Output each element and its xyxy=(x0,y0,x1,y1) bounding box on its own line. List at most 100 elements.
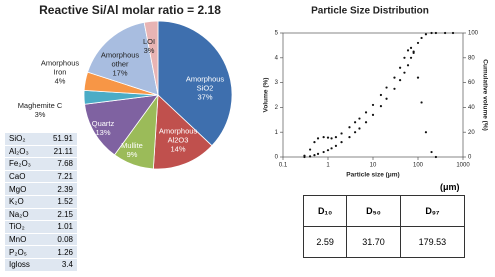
data-point xyxy=(303,155,306,159)
slice-name: Amorphous SiO2 xyxy=(185,74,225,93)
data-point xyxy=(412,50,415,53)
data-point xyxy=(358,127,361,130)
slice-name: Mullite xyxy=(121,141,143,150)
data-point xyxy=(313,141,316,144)
oxide-value: 3.4 xyxy=(42,258,77,272)
slice-percent: 37% xyxy=(197,92,213,102)
slice-label: LOI 3% xyxy=(134,37,164,55)
data-point xyxy=(434,31,438,35)
d-value: 2.59 xyxy=(302,226,348,258)
x-tick-label: 10 xyxy=(370,163,377,169)
slice-percent: 14% xyxy=(170,144,186,154)
data-point xyxy=(353,121,357,124)
y2-axis-label: Cumulative volume (%) xyxy=(481,59,488,131)
data-point xyxy=(340,141,343,144)
data-point xyxy=(430,31,433,35)
y-tick-label: 4 xyxy=(275,55,279,61)
oxide-row: TiO₂ 1.01 xyxy=(5,220,77,234)
data-point xyxy=(316,152,320,155)
oxide-row: MgO 2.39 xyxy=(5,182,77,196)
d-header: D₁₀ xyxy=(302,195,348,227)
data-point xyxy=(430,150,433,154)
plot-frame xyxy=(282,32,464,158)
slice-name: Amorphous other xyxy=(100,50,140,69)
oxide-row: Na₂O 2.15 xyxy=(5,208,77,222)
data-point xyxy=(313,154,316,157)
unit-label: (μm) xyxy=(440,182,460,192)
data-point xyxy=(403,56,406,59)
data-point xyxy=(326,149,330,152)
data-point xyxy=(403,71,406,74)
oxide-name: P₂O₅ xyxy=(5,245,43,259)
data-point xyxy=(379,105,383,108)
x-axis-label: Particle size (μm) xyxy=(346,172,399,179)
d-header-row: D₁₀ D₅₀ D₉₇ xyxy=(302,195,466,227)
d-table: D₁₀ D₅₀ D₉₇ 2.59 31.70 179.53 xyxy=(302,195,466,258)
y-tick-label: 5 xyxy=(275,31,279,37)
d-value: 179.53 xyxy=(399,226,466,258)
y-tick-label: 1 xyxy=(275,130,279,136)
data-point xyxy=(420,101,423,104)
oxide-value: 51.91 xyxy=(42,133,77,146)
slice-label: Quartz 13% xyxy=(83,119,123,137)
data-point xyxy=(409,56,413,59)
slice-percent: 13% xyxy=(95,128,111,137)
data-point xyxy=(334,136,338,139)
data-point xyxy=(364,111,368,114)
data-point xyxy=(371,103,375,107)
y2-tick-label: 20 xyxy=(468,130,475,136)
pie-slice xyxy=(152,94,213,170)
oxide-row: Al₂O₃ 21.11 xyxy=(5,145,77,159)
slice-label: Amorphous SiO2 37% xyxy=(180,75,230,102)
slice-percent: 4% xyxy=(54,76,66,86)
data-point xyxy=(322,150,325,154)
oxide-row: P₂O₅ 1.26 xyxy=(5,245,77,259)
oxide-value: 2.39 xyxy=(42,182,77,196)
oxide-name: SiO₂ xyxy=(5,133,43,146)
oxide-row: Igloss 3.4 xyxy=(5,258,77,272)
oxide-value: 1.52 xyxy=(42,195,77,209)
oxide-row: K₂O 1.52 xyxy=(5,195,77,209)
data-point xyxy=(406,64,410,67)
oxide-name: CaO xyxy=(5,170,43,184)
oxide-value: 7.68 xyxy=(42,157,77,171)
slice-name: Maghemite C xyxy=(17,101,63,110)
pie-slice xyxy=(84,94,159,156)
oxide-name: Na₂O xyxy=(5,208,43,222)
y-tick-label: 3 xyxy=(275,80,279,86)
data-point xyxy=(398,66,402,69)
oxide-value: 1.26 xyxy=(42,245,77,259)
data-point xyxy=(443,31,447,35)
pie-slice xyxy=(157,20,233,147)
slice-percent: 3% xyxy=(34,110,46,119)
data-point xyxy=(416,41,420,45)
data-point xyxy=(451,31,455,35)
x-tick-label: 1000 xyxy=(456,163,470,169)
slice-percent: 9% xyxy=(126,150,138,159)
pie-slice xyxy=(143,20,159,96)
oxide-row: MnO 0.08 xyxy=(5,233,77,247)
data-point xyxy=(416,76,420,79)
oxide-value: 21.11 xyxy=(42,145,77,159)
d-value: 31.70 xyxy=(346,226,401,258)
oxide-name: TiO₂ xyxy=(5,220,43,234)
d-value-row: 2.59 31.70 179.53 xyxy=(302,226,466,258)
data-point xyxy=(379,93,383,97)
data-point xyxy=(393,76,396,79)
data-point xyxy=(398,79,402,82)
x-tick-label: 1 xyxy=(326,163,330,169)
slice-name: LOI xyxy=(142,37,156,46)
slice-name: Amorphous Al2O3 xyxy=(158,126,198,145)
data-point xyxy=(424,131,428,134)
slice-label: Amorphous Iron 4% xyxy=(38,59,83,86)
data-point xyxy=(393,87,396,90)
x-tick-label: 100 xyxy=(413,163,424,169)
data-point xyxy=(308,155,312,158)
y2-tick-label: 60 xyxy=(468,80,475,86)
oxide-value: 1.01 xyxy=(42,220,77,234)
d-header: D₅₀ xyxy=(346,195,401,227)
data-point xyxy=(406,49,410,52)
data-point xyxy=(326,136,330,139)
slice-label: Amorphous Al2O3 14% xyxy=(156,127,201,154)
